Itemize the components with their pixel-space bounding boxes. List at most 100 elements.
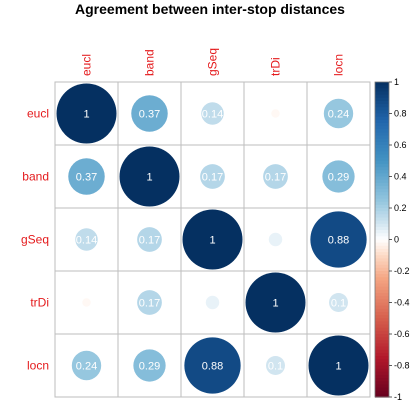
correlation-value-label: 1 xyxy=(335,361,341,373)
correlation-value-label: 0.17 xyxy=(202,172,223,184)
correlation-value-label: 0.24 xyxy=(328,109,349,121)
colorbar-segment xyxy=(375,334,389,338)
colorbar-segment xyxy=(375,129,389,133)
column-label: band xyxy=(143,49,157,76)
colorbar-segment xyxy=(375,384,389,389)
colorbar-segment xyxy=(375,264,389,269)
colorbar-segment xyxy=(375,352,389,357)
grid-cell xyxy=(180,144,245,209)
colorbar-segment xyxy=(375,359,389,363)
colorbar-segment xyxy=(375,308,389,313)
colorbar-segment xyxy=(375,274,389,278)
colorbar-segment xyxy=(375,85,389,89)
correlation-circle xyxy=(184,337,241,394)
correlation-value-label: 0.88 xyxy=(202,361,223,373)
colorbar-segment xyxy=(375,141,389,146)
correlation-value-label: 0.37 xyxy=(76,172,97,184)
correlation-value-label: 1 xyxy=(146,172,152,184)
row-label: eucl xyxy=(27,107,49,121)
colorbar-segment xyxy=(375,113,389,118)
colorbar-tick-label: 0.2 xyxy=(394,203,407,213)
colorbar-segment xyxy=(375,393,389,398)
correlation-value-label: 0.29 xyxy=(139,361,160,373)
colorbar-segment xyxy=(375,271,389,275)
colorbar-segment xyxy=(375,82,389,86)
correlation-circle xyxy=(71,350,102,381)
colorbar-segment xyxy=(375,374,389,379)
correlation-circle xyxy=(82,298,91,307)
colorbar-segment xyxy=(375,321,389,326)
colorbar-segment xyxy=(375,356,389,360)
correlation-value-label: 0.1 xyxy=(268,361,283,373)
colorbar-segment xyxy=(375,88,389,93)
correlation-value-label: 0.37 xyxy=(139,109,160,121)
colorbar-tick-label: 1 xyxy=(394,77,399,87)
colorbar: 1 0.8 0.6 0.4 0.2 0 -0.2 -0.4 -0.6 -0.8 -1 xyxy=(374,77,410,402)
colorbar-segment xyxy=(375,104,389,108)
colorbar-segment xyxy=(375,311,389,316)
correlation-circle xyxy=(131,95,168,132)
colorbar-segment xyxy=(375,148,389,152)
colorbar-segment xyxy=(375,122,389,127)
colorbar-segment xyxy=(375,277,389,282)
colorbar-segment xyxy=(375,252,389,256)
colorbar-segment xyxy=(375,293,389,297)
correlation-value-label: 0.29 xyxy=(328,172,349,184)
correlation-circle xyxy=(205,295,220,310)
colorbar-tick-label: 0.6 xyxy=(394,140,407,150)
colorbar-segment xyxy=(375,94,389,99)
colorbar-segment xyxy=(375,315,389,319)
colorbar-segment xyxy=(375,182,389,187)
grid-cell xyxy=(243,207,308,272)
colorbar-segment xyxy=(375,378,389,382)
grid-cell xyxy=(117,333,182,398)
colorbar-segment xyxy=(375,100,389,105)
colorbar-segment xyxy=(375,220,389,225)
correlation-value-label: 0.88 xyxy=(328,235,349,247)
colorbar-segment xyxy=(375,214,389,219)
colorbar-segment xyxy=(375,387,389,392)
correlation-circle xyxy=(322,160,355,193)
colorbar-tick-label: -0.6 xyxy=(394,329,410,339)
colorbar-segment xyxy=(375,302,389,307)
colorbar-segment xyxy=(375,343,389,348)
column-label: eucl xyxy=(80,54,94,76)
colorbar-segment xyxy=(375,157,389,162)
colorbar-segment xyxy=(375,230,389,234)
colorbar-segment xyxy=(375,198,389,203)
row-label: trDi xyxy=(30,296,49,310)
correlation-value-label: 0.14 xyxy=(202,109,223,121)
colorbar-segment xyxy=(375,349,389,354)
colorbar-segment xyxy=(375,242,389,247)
colorbar-segment xyxy=(375,167,389,171)
colorbar-segment xyxy=(375,154,389,159)
correlation-value-label: 1 xyxy=(272,298,278,310)
colorbar-segment xyxy=(375,138,389,143)
colorbar-segment xyxy=(375,132,389,137)
colorbar-segment xyxy=(375,239,389,244)
colorbar-segment xyxy=(375,390,389,395)
correlation-value-label: 0.17 xyxy=(139,298,160,310)
correlation-value-label: 0.17 xyxy=(139,235,160,247)
colorbar-segment xyxy=(375,192,389,196)
colorbar-segment xyxy=(375,346,389,351)
colorbar-segment xyxy=(375,135,389,140)
correlation-circle xyxy=(266,356,285,375)
correlation-circle xyxy=(137,227,162,252)
colorbar-segment xyxy=(375,305,389,310)
chart-title: Agreement between inter-stop distances xyxy=(75,1,345,17)
colorbar-segment xyxy=(375,217,389,222)
colorbar-segment xyxy=(375,110,389,115)
colorbar-segment xyxy=(375,116,389,121)
colorbar-segment xyxy=(375,211,389,215)
correlation-value-label: 0.17 xyxy=(265,172,286,184)
row-label: locn xyxy=(27,359,49,373)
colorbar-tick-label: -0.4 xyxy=(394,298,410,308)
colorbar-tick-label: 0 xyxy=(394,235,399,245)
colorbar-segment xyxy=(375,151,389,156)
colorbar-segment xyxy=(375,236,389,241)
colorbar-segment xyxy=(375,176,389,181)
colorbar-segment xyxy=(375,324,389,329)
colorbar-segment xyxy=(375,245,389,250)
